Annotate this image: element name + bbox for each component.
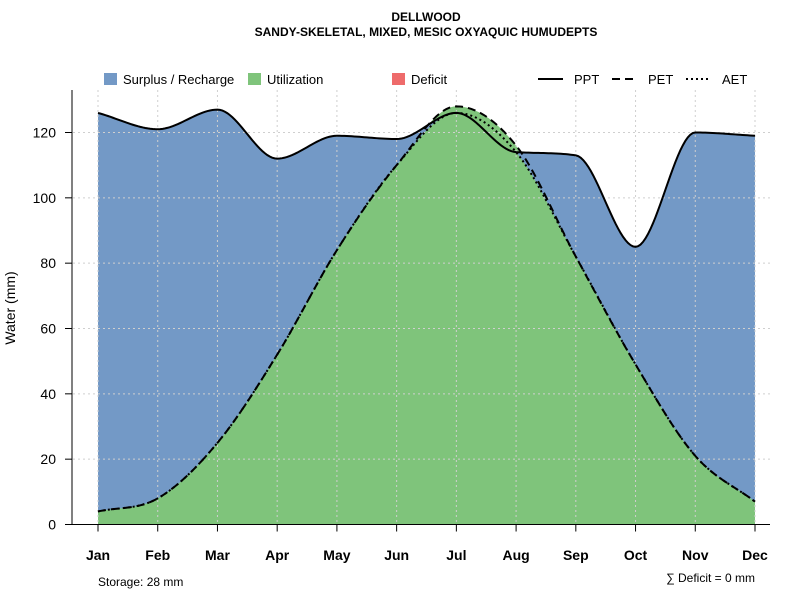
- legend-swatch-deficit: [392, 73, 405, 85]
- legend-label: PET: [648, 72, 673, 87]
- x-tick-label-jul: Jul: [446, 547, 466, 563]
- y-tick-label: 60: [40, 321, 56, 337]
- x-tick-label-dec: Dec: [742, 547, 768, 563]
- deficit-note: ∑ Deficit = 0 mm: [666, 571, 755, 585]
- x-tick-label-mar: Mar: [205, 547, 230, 563]
- storage-note: Storage: 28 mm: [98, 575, 183, 589]
- x-tick-label-aug: Aug: [502, 547, 529, 563]
- chart-title: DELLWOOD: [391, 10, 461, 24]
- x-tick-label-jun: Jun: [384, 547, 409, 563]
- y-tick-label: 100: [33, 190, 57, 206]
- aet-line: [97, 111, 756, 513]
- x-tick-label-oct: Oct: [624, 547, 648, 563]
- plot-area: [73, 90, 770, 525]
- y-tick-label: 40: [40, 386, 56, 402]
- legend-label: Deficit: [411, 72, 448, 87]
- x-tick-label-feb: Feb: [145, 547, 170, 563]
- x-tick-label-sep: Sep: [563, 547, 589, 563]
- legend: Surplus / Recharge Utilization Deficit PPT P…: [104, 72, 747, 87]
- y-tick-label: 120: [33, 125, 57, 141]
- y-tick-label: 80: [40, 255, 56, 271]
- x-tick-label-jan: Jan: [86, 547, 110, 563]
- ppt-line: [97, 108, 756, 248]
- legend-swatch-surplus-recharge: [104, 73, 117, 85]
- x-tick-label-may: May: [323, 547, 350, 563]
- y-tick-label: 0: [48, 517, 56, 533]
- legend-label: AET: [722, 72, 747, 87]
- axes: 0 20 40 60 80 100 120 Jan Feb Mar Apr May Jun Jul Aug S…: [33, 90, 770, 563]
- area-layers: [98, 106, 755, 525]
- legend-label: Surplus / Recharge: [123, 72, 234, 87]
- y-tick-label: 20: [40, 451, 56, 467]
- x-tick-label-apr: Apr: [265, 547, 290, 563]
- utilization-area: [98, 112, 755, 525]
- gridlines: [73, 90, 770, 525]
- legend-label: Utilization: [267, 72, 323, 87]
- legend-swatch-utilization: [248, 73, 261, 85]
- legend-label: PPT: [574, 72, 599, 87]
- y-axis-label: Water (mm): [2, 271, 18, 344]
- x-tick-label-nov: Nov: [682, 547, 709, 563]
- series-lines: [97, 105, 756, 513]
- chart-subtitle: SANDY-SKELETAL, MIXED, MESIC OXYAQUIC HU…: [255, 25, 598, 39]
